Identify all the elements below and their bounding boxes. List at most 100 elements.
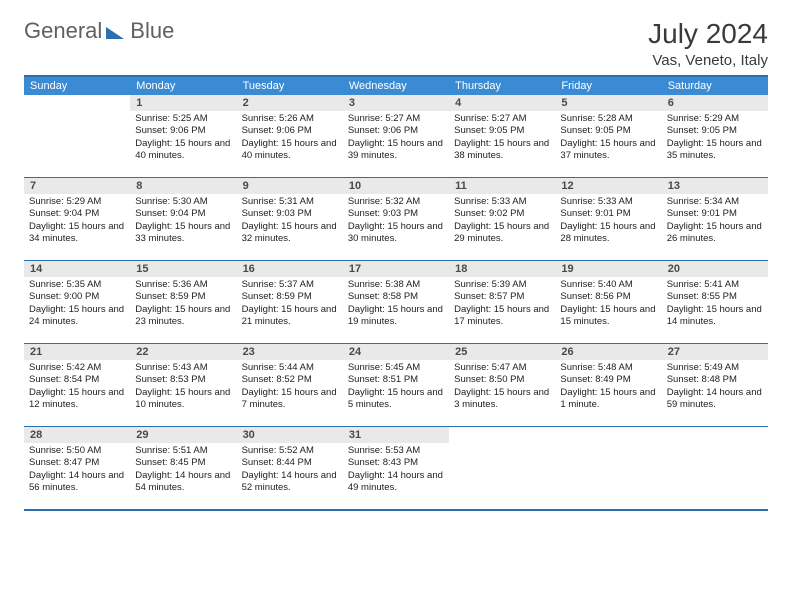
- day-number: 23: [237, 344, 343, 360]
- day-number: 17: [343, 261, 449, 277]
- sunset-line: Sunset: 9:00 PM: [29, 291, 125, 303]
- daylight-line: Daylight: 15 hours and 15 minutes.: [560, 304, 656, 329]
- daylight-line: Daylight: 15 hours and 35 minutes.: [667, 138, 763, 163]
- logo-text-2: Blue: [130, 18, 174, 44]
- day-body: Sunrise: 5:27 AMSunset: 9:05 PMDaylight:…: [449, 111, 555, 166]
- day-number: 6: [662, 95, 768, 111]
- day-number: 28: [24, 427, 130, 443]
- month-title: July 2024: [648, 18, 768, 50]
- sunrise-line: Sunrise: 5:48 AM: [560, 362, 656, 374]
- day-body: Sunrise: 5:48 AMSunset: 8:49 PMDaylight:…: [555, 360, 661, 415]
- day-cell: 12Sunrise: 5:33 AMSunset: 9:01 PMDayligh…: [555, 178, 661, 260]
- day-body: Sunrise: 5:29 AMSunset: 9:04 PMDaylight:…: [24, 194, 130, 249]
- day-cell: 8Sunrise: 5:30 AMSunset: 9:04 PMDaylight…: [130, 178, 236, 260]
- title-block: July 2024 Vas, Veneto, Italy: [648, 18, 768, 69]
- sunset-line: Sunset: 8:59 PM: [242, 291, 338, 303]
- day-body: Sunrise: 5:52 AMSunset: 8:44 PMDaylight:…: [237, 443, 343, 498]
- daylight-line: Daylight: 14 hours and 49 minutes.: [348, 470, 444, 495]
- sunrise-line: Sunrise: 5:45 AM: [348, 362, 444, 374]
- weekday-cell: Saturday: [662, 77, 768, 95]
- day-number: 21: [24, 344, 130, 360]
- daylight-line: Daylight: 15 hours and 39 minutes.: [348, 138, 444, 163]
- day-body: Sunrise: 5:35 AMSunset: 9:00 PMDaylight:…: [24, 277, 130, 332]
- day-cell: [662, 427, 768, 509]
- day-body: Sunrise: 5:41 AMSunset: 8:55 PMDaylight:…: [662, 277, 768, 332]
- sunset-line: Sunset: 8:56 PM: [560, 291, 656, 303]
- calendar-page: General Blue July 2024 Vas, Veneto, Ital…: [0, 0, 792, 521]
- week-row: 1Sunrise: 5:25 AMSunset: 9:06 PMDaylight…: [24, 95, 768, 178]
- day-body: Sunrise: 5:37 AMSunset: 8:59 PMDaylight:…: [237, 277, 343, 332]
- sunrise-line: Sunrise: 5:36 AM: [135, 279, 231, 291]
- weekday-cell: Wednesday: [343, 77, 449, 95]
- sunrise-line: Sunrise: 5:27 AM: [348, 113, 444, 125]
- sunrise-line: Sunrise: 5:43 AM: [135, 362, 231, 374]
- day-cell: 26Sunrise: 5:48 AMSunset: 8:49 PMDayligh…: [555, 344, 661, 426]
- sunrise-line: Sunrise: 5:44 AM: [242, 362, 338, 374]
- day-cell: 10Sunrise: 5:32 AMSunset: 9:03 PMDayligh…: [343, 178, 449, 260]
- sunset-line: Sunset: 9:06 PM: [348, 125, 444, 137]
- daylight-line: Daylight: 15 hours and 32 minutes.: [242, 221, 338, 246]
- day-cell: [555, 427, 661, 509]
- day-body: Sunrise: 5:33 AMSunset: 9:02 PMDaylight:…: [449, 194, 555, 249]
- day-number: 12: [555, 178, 661, 194]
- day-number: 3: [343, 95, 449, 111]
- daylight-line: Daylight: 15 hours and 37 minutes.: [560, 138, 656, 163]
- sunrise-line: Sunrise: 5:31 AM: [242, 196, 338, 208]
- day-body: Sunrise: 5:32 AMSunset: 9:03 PMDaylight:…: [343, 194, 449, 249]
- sunrise-line: Sunrise: 5:39 AM: [454, 279, 550, 291]
- sunset-line: Sunset: 8:52 PM: [242, 374, 338, 386]
- sunrise-line: Sunrise: 5:53 AM: [348, 445, 444, 457]
- sunset-line: Sunset: 9:04 PM: [135, 208, 231, 220]
- day-number: 27: [662, 344, 768, 360]
- day-cell: 28Sunrise: 5:50 AMSunset: 8:47 PMDayligh…: [24, 427, 130, 509]
- sunset-line: Sunset: 8:59 PM: [135, 291, 231, 303]
- daylight-line: Daylight: 15 hours and 7 minutes.: [242, 387, 338, 412]
- day-body: Sunrise: 5:28 AMSunset: 9:05 PMDaylight:…: [555, 111, 661, 166]
- day-cell: 16Sunrise: 5:37 AMSunset: 8:59 PMDayligh…: [237, 261, 343, 343]
- sunset-line: Sunset: 9:02 PM: [454, 208, 550, 220]
- weekday-cell: Tuesday: [237, 77, 343, 95]
- daylight-line: Daylight: 14 hours and 54 minutes.: [135, 470, 231, 495]
- day-cell: 17Sunrise: 5:38 AMSunset: 8:58 PMDayligh…: [343, 261, 449, 343]
- day-cell: 25Sunrise: 5:47 AMSunset: 8:50 PMDayligh…: [449, 344, 555, 426]
- sunrise-line: Sunrise: 5:35 AM: [29, 279, 125, 291]
- logo-triangle-icon: [106, 27, 124, 39]
- day-cell: 9 Sunrise: 5:31 AMSunset: 9:03 PMDaylight…: [237, 178, 343, 260]
- day-cell: 31Sunrise: 5:53 AMSunset: 8:43 PMDayligh…: [343, 427, 449, 509]
- sunset-line: Sunset: 8:49 PM: [560, 374, 656, 386]
- day-number: 26: [555, 344, 661, 360]
- logo: General Blue: [24, 18, 174, 44]
- day-cell: 11Sunrise: 5:33 AMSunset: 9:02 PMDayligh…: [449, 178, 555, 260]
- sunset-line: Sunset: 9:04 PM: [29, 208, 125, 220]
- day-body: Sunrise: 5:45 AMSunset: 8:51 PMDaylight:…: [343, 360, 449, 415]
- sunset-line: Sunset: 8:54 PM: [29, 374, 125, 386]
- sunrise-line: Sunrise: 5:26 AM: [242, 113, 338, 125]
- day-number: 20: [662, 261, 768, 277]
- weekday-cell: Monday: [130, 77, 236, 95]
- weekday-cell: Friday: [555, 77, 661, 95]
- day-number: 30: [237, 427, 343, 443]
- day-number: 9: [237, 178, 343, 194]
- day-number: 5: [555, 95, 661, 111]
- sunset-line: Sunset: 9:01 PM: [560, 208, 656, 220]
- logo-text-1: General: [24, 18, 102, 44]
- day-cell: 27Sunrise: 5:49 AMSunset: 8:48 PMDayligh…: [662, 344, 768, 426]
- sunrise-line: Sunrise: 5:51 AM: [135, 445, 231, 457]
- day-cell: 21Sunrise: 5:42 AMSunset: 8:54 PMDayligh…: [24, 344, 130, 426]
- day-number: 8: [130, 178, 236, 194]
- day-number: 1: [130, 95, 236, 111]
- day-number: 31: [343, 427, 449, 443]
- sunset-line: Sunset: 8:51 PM: [348, 374, 444, 386]
- sunset-line: Sunset: 8:53 PM: [135, 374, 231, 386]
- day-body: Sunrise: 5:29 AMSunset: 9:05 PMDaylight:…: [662, 111, 768, 166]
- sunset-line: Sunset: 8:44 PM: [242, 457, 338, 469]
- day-body: Sunrise: 5:36 AMSunset: 8:59 PMDaylight:…: [130, 277, 236, 332]
- sunset-line: Sunset: 9:03 PM: [348, 208, 444, 220]
- sunset-line: Sunset: 8:55 PM: [667, 291, 763, 303]
- sunrise-line: Sunrise: 5:50 AM: [29, 445, 125, 457]
- day-number: 15: [130, 261, 236, 277]
- daylight-line: Daylight: 15 hours and 3 minutes.: [454, 387, 550, 412]
- day-number: 2: [237, 95, 343, 111]
- sunset-line: Sunset: 9:03 PM: [242, 208, 338, 220]
- day-body: Sunrise: 5:34 AMSunset: 9:01 PMDaylight:…: [662, 194, 768, 249]
